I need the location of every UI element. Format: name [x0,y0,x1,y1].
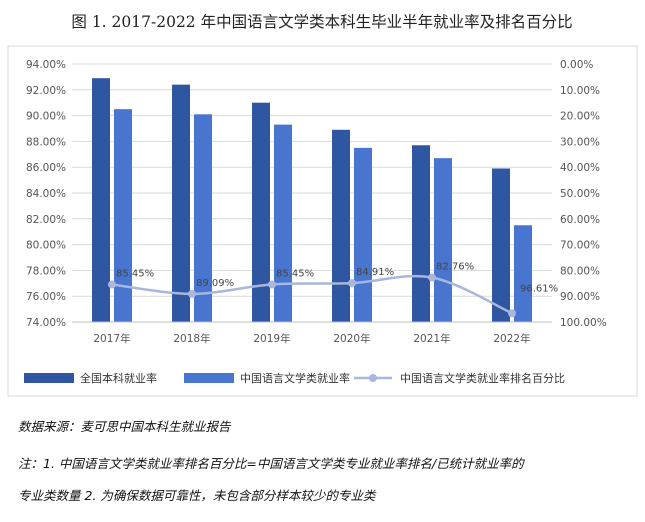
legend-swatch [184,373,234,383]
bar-series [92,78,532,323]
rank-point [508,309,516,318]
rank-point [348,279,356,288]
rank-point [428,273,436,282]
left-tick-label: 94.00% [26,59,66,71]
chart-title: 图 1. 2017-2022 年中国语言文学类本科生毕业半年就业率及排名百分比 [71,13,572,31]
note-line-2: 专业类数量 2. 为确保数据可靠性，未包含部分样本较少的专业类 [18,488,376,503]
legend-label: 全国本科就业率 [80,371,157,385]
legend-swatch [24,373,74,383]
rank-point [188,289,196,298]
bar [172,84,190,322]
left-tick-label: 90.00% [26,111,66,123]
source-note: 数据来源：麦可思中国本科生就业报告 [18,419,231,434]
legend-marker [369,374,377,382]
bar [412,145,430,322]
chart: 图 1. 2017-2022 年中国语言文学类本科生毕业半年就业率及排名百分比 … [7,13,638,397]
rank-data-label: 89.09% [196,278,234,289]
right-axis: 0.00% 10.00% 20.00% 30.00% 40.00% 50.00% 60.00… [560,59,607,329]
right-tick-label: 10.00% [560,85,600,97]
left-tick-label: 74.00% [26,317,66,329]
left-axis: 74.00% 76.00% 78.00% 80.00% 82.00% 84.00% 86.0… [26,59,66,329]
rank-data-label: 84.91% [356,267,394,278]
x-tick-label: 2021年 [413,332,450,345]
legend-label: 中国语言文学类就业率 [240,371,350,385]
rank-data-label: 96.61% [520,283,558,294]
left-tick-label: 84.00% [26,188,66,200]
rank-point [268,280,276,289]
right-tick-label: 20.00% [560,111,600,123]
bar [332,129,350,322]
right-tick-label: 50.00% [560,188,600,200]
right-tick-label: 0.00% [560,59,593,71]
right-tick-label: 40.00% [560,162,600,174]
note-line-1: 注：1. 中国语言文学类就业率排名百分比=中国语言文学类专业就业率排名/已统计就… [18,456,524,471]
bar [194,114,212,322]
rank-point [108,280,116,289]
x-tick-label: 2017年 [93,332,130,345]
right-tick-label: 60.00% [560,214,600,226]
left-tick-label: 86.00% [26,162,66,174]
right-tick-label: 80.00% [560,265,600,277]
x-tick-label: 2018年 [173,332,210,345]
bar [274,124,292,322]
bar [114,109,132,323]
rank-data-label: 82.76% [436,262,474,273]
legend: 全国本科就业率 中国语言文学类就业率 中国语言文学类就业率排名百分比 [24,371,565,385]
left-tick-label: 88.00% [26,136,66,148]
x-axis: 2017年 2018年 2019年 2020年 2021年 2022年 [72,321,552,345]
left-tick-label: 82.00% [26,214,66,226]
chart-frame [7,45,638,397]
right-tick-label: 90.00% [560,291,600,303]
x-tick-label: 2019年 [253,332,290,345]
right-tick-label: 70.00% [560,240,600,252]
bar [92,78,110,322]
left-tick-label: 92.00% [26,85,66,97]
left-tick-label: 80.00% [26,240,66,252]
x-tick-label: 2020年 [333,332,370,345]
right-tick-label: 30.00% [560,136,600,148]
rank-data-label: 85.45% [116,268,154,279]
rank-data-label: 85.45% [276,268,314,279]
rank-line-series: 85.45% 89.09% 85.45% 84.91% 82.76% 96.61% [108,262,558,318]
legend-label: 中国语言文学类就业率排名百分比 [400,371,565,385]
bar [492,168,510,322]
right-tick-label: 100.00% [560,317,607,329]
bar [252,102,270,322]
bar [354,147,372,322]
left-tick-label: 78.00% [26,265,66,277]
x-tick-label: 2022年 [493,332,530,345]
bar [514,225,532,322]
left-tick-label: 76.00% [26,291,66,303]
bar [434,158,452,322]
